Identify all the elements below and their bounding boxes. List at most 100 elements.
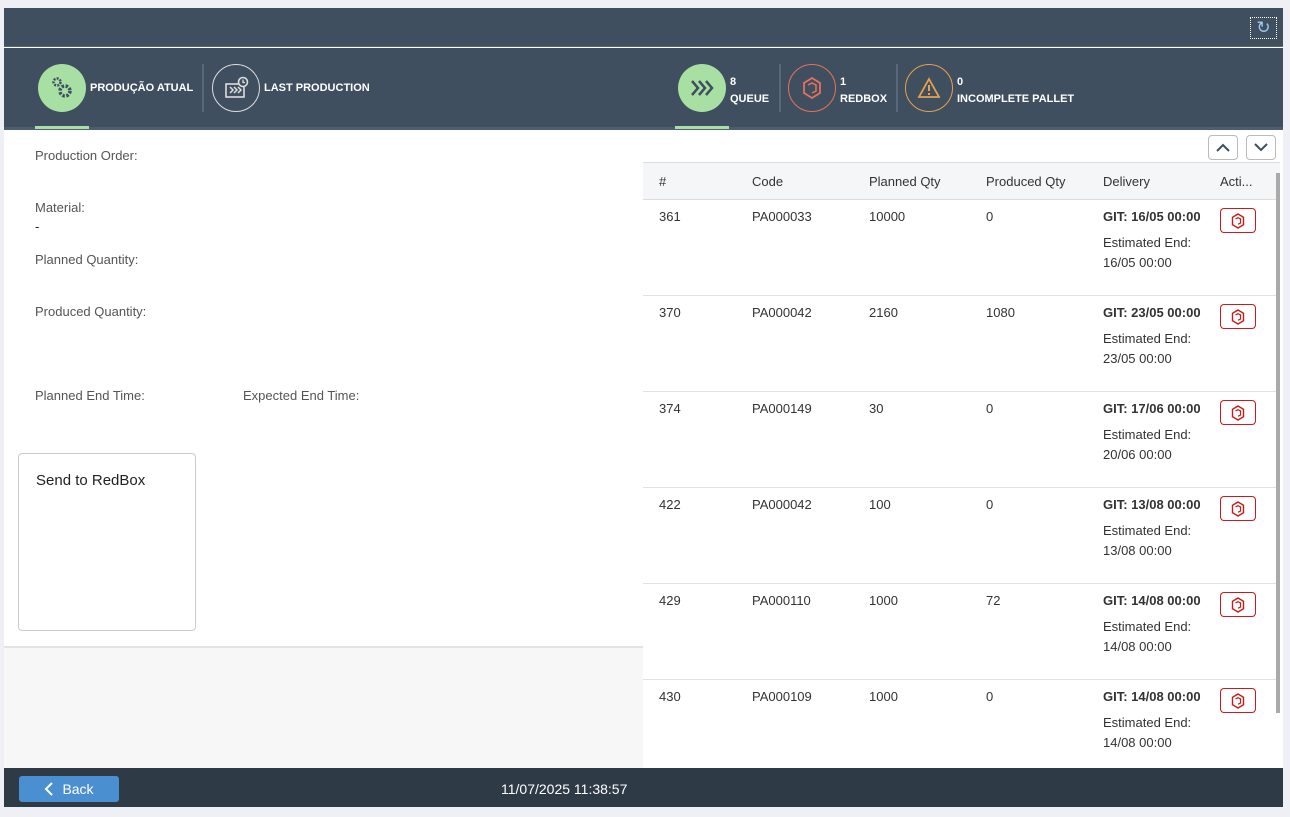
cell-planned-qty: 2160 — [869, 295, 986, 392]
empty-panel — [4, 646, 643, 768]
cell-delivery: GIT: 14/08 00:00 Estimated End: 14/08 00:0… — [1103, 679, 1220, 776]
scroll-down-button[interactable] — [1246, 135, 1276, 160]
cell-code: PA000110 — [752, 583, 869, 680]
box-icon — [788, 64, 836, 112]
active-tab-indicator — [35, 126, 89, 129]
cell-number: 430 — [643, 679, 752, 776]
cell-actions — [1220, 487, 1280, 584]
production-history-icon — [212, 64, 260, 112]
table-row[interactable]: 430 PA000109 1000 0 GIT: 14/08 00:00 Esti… — [643, 679, 1280, 776]
chevron-down-icon — [1254, 143, 1268, 152]
estimated-end-value: 23/05 00:00 — [1103, 351, 1172, 366]
footer-bar: Back 11/07/2025 11:38:57 — [4, 768, 1283, 807]
box-icon — [1231, 212, 1245, 229]
cell-number: 374 — [643, 391, 752, 488]
send-to-redbox-button[interactable] — [1220, 304, 1256, 329]
cell-code: PA000042 — [752, 487, 869, 584]
send-to-redbox-button[interactable] — [1220, 400, 1256, 425]
warning-icon — [905, 64, 953, 112]
send-to-redbox-button[interactable] — [1220, 208, 1256, 233]
send-to-redbox-button[interactable] — [1220, 496, 1256, 521]
status-queue[interactable]: 8 QUEUE — [678, 64, 769, 112]
material-label: Material: — [35, 200, 85, 215]
chevrons-right-icon — [678, 64, 726, 112]
scroll-up-button[interactable] — [1208, 135, 1238, 160]
cell-actions — [1220, 679, 1280, 776]
estimated-end-label: Estimated End: — [1103, 523, 1192, 538]
tab-last-production[interactable]: LAST PRODUCTION — [212, 64, 370, 112]
cell-produced-qty: 72 — [986, 583, 1103, 680]
send-to-redbox-card[interactable]: Send to RedBox — [18, 453, 196, 631]
box-icon — [1231, 692, 1245, 709]
estimated-end-label: Estimated End: — [1103, 715, 1192, 730]
queue-table: # Code Planned Qty Produced Qty Delivery… — [643, 162, 1280, 776]
column-header-number[interactable]: # — [643, 162, 752, 200]
cell-produced-qty: 1080 — [986, 295, 1103, 392]
box-icon — [1231, 596, 1245, 613]
back-button[interactable]: Back — [19, 776, 119, 802]
estimated-end-value: 14/08 00:00 — [1103, 639, 1172, 654]
incomplete-label: INCOMPLETE PALLET — [957, 93, 1075, 105]
scrollbar[interactable] — [1276, 173, 1280, 713]
active-status-indicator — [675, 126, 729, 129]
cell-planned-qty: 1000 — [869, 679, 986, 776]
cell-delivery: GIT: 13/08 00:00 Estimated End: 13/08 00:0… — [1103, 487, 1220, 584]
table-row[interactable]: 374 PA000149 30 0 GIT: 17/06 00:00 Estima… — [643, 391, 1280, 488]
git-date: GIT: 23/05 00:00 — [1103, 305, 1201, 320]
cell-code: PA000109 — [752, 679, 869, 776]
queue-label: QUEUE — [730, 93, 770, 105]
chevron-left-icon — [45, 782, 54, 796]
refresh-icon[interactable]: ↻ — [1250, 17, 1277, 39]
queue-count: 8 — [730, 76, 737, 88]
git-date: GIT: 17/06 00:00 — [1103, 401, 1201, 416]
planned-end-time-label: Planned End Time: — [35, 388, 145, 403]
tab-producao-atual[interactable]: PRODUÇÃO ATUAL — [38, 64, 193, 112]
send-to-redbox-button[interactable] — [1220, 688, 1256, 713]
cell-actions — [1220, 583, 1280, 680]
box-icon — [1231, 404, 1245, 421]
divider — [779, 64, 781, 112]
git-date: GIT: 16/05 00:00 — [1103, 209, 1201, 224]
column-header-code[interactable]: Code — [752, 162, 869, 200]
estimated-end-label: Estimated End: — [1103, 427, 1192, 442]
cell-delivery: GIT: 23/05 00:00 Estimated End: 23/05 00:0… — [1103, 295, 1220, 392]
column-header-planned-qty[interactable]: Planned Qty — [869, 162, 986, 200]
cell-produced-qty: 0 — [986, 391, 1103, 488]
cell-produced-qty: 0 — [986, 487, 1103, 584]
material-value: - — [35, 219, 40, 234]
column-header-actions[interactable]: Acti... — [1220, 162, 1280, 200]
table-row[interactable]: 429 PA000110 1000 72 GIT: 14/08 00:00 Est… — [643, 583, 1280, 680]
column-header-produced-qty[interactable]: Produced Qty — [986, 162, 1103, 200]
tab-bar: PRODUÇÃO ATUAL LAST PRODUCTION 8 QUEUE 1 R… — [4, 48, 1283, 130]
production-order-label: Production Order: — [35, 148, 138, 163]
chevron-up-icon — [1216, 143, 1230, 152]
cell-number: 370 — [643, 295, 752, 392]
cell-actions — [1220, 391, 1280, 488]
box-icon — [1231, 308, 1245, 325]
estimated-end-label: Estimated End: — [1103, 235, 1192, 250]
top-bar: ↻ — [4, 8, 1283, 47]
send-to-redbox-button[interactable] — [1220, 592, 1256, 617]
cell-planned-qty: 30 — [869, 391, 986, 488]
git-date: GIT: 14/08 00:00 — [1103, 593, 1201, 608]
table-row[interactable]: 422 PA000042 100 0 GIT: 13/08 00:00 Estim… — [643, 487, 1280, 584]
current-production-details: Production Order: Material: - Planned Qu… — [4, 133, 643, 648]
cell-delivery: GIT: 14/08 00:00 Estimated End: 14/08 00:0… — [1103, 583, 1220, 680]
status-redbox[interactable]: 1 REDBOX — [788, 64, 887, 112]
box-icon — [1231, 500, 1245, 517]
table-row[interactable]: 370 PA000042 2160 1080 GIT: 23/05 00:00 E… — [643, 295, 1280, 392]
cell-code: PA000149 — [752, 391, 869, 488]
tab-label: PRODUÇÃO ATUAL — [90, 82, 194, 94]
divider — [896, 64, 898, 112]
status-incomplete-pallet[interactable]: 0 INCOMPLETE PALLET — [905, 64, 1074, 112]
table-header: # Code Planned Qty Produced Qty Delivery… — [643, 162, 1280, 200]
estimated-end-value: 16/05 00:00 — [1103, 255, 1172, 270]
estimated-end-value: 20/06 00:00 — [1103, 447, 1172, 462]
git-date: GIT: 14/08 00:00 — [1103, 689, 1201, 704]
cell-planned-qty: 100 — [869, 487, 986, 584]
cell-planned-qty: 10000 — [869, 199, 986, 296]
table-row[interactable]: 361 PA000033 10000 0 GIT: 16/05 00:00 Est… — [643, 199, 1280, 296]
cell-number: 422 — [643, 487, 752, 584]
cell-code: PA000042 — [752, 295, 869, 392]
column-header-delivery[interactable]: Delivery — [1103, 162, 1220, 200]
